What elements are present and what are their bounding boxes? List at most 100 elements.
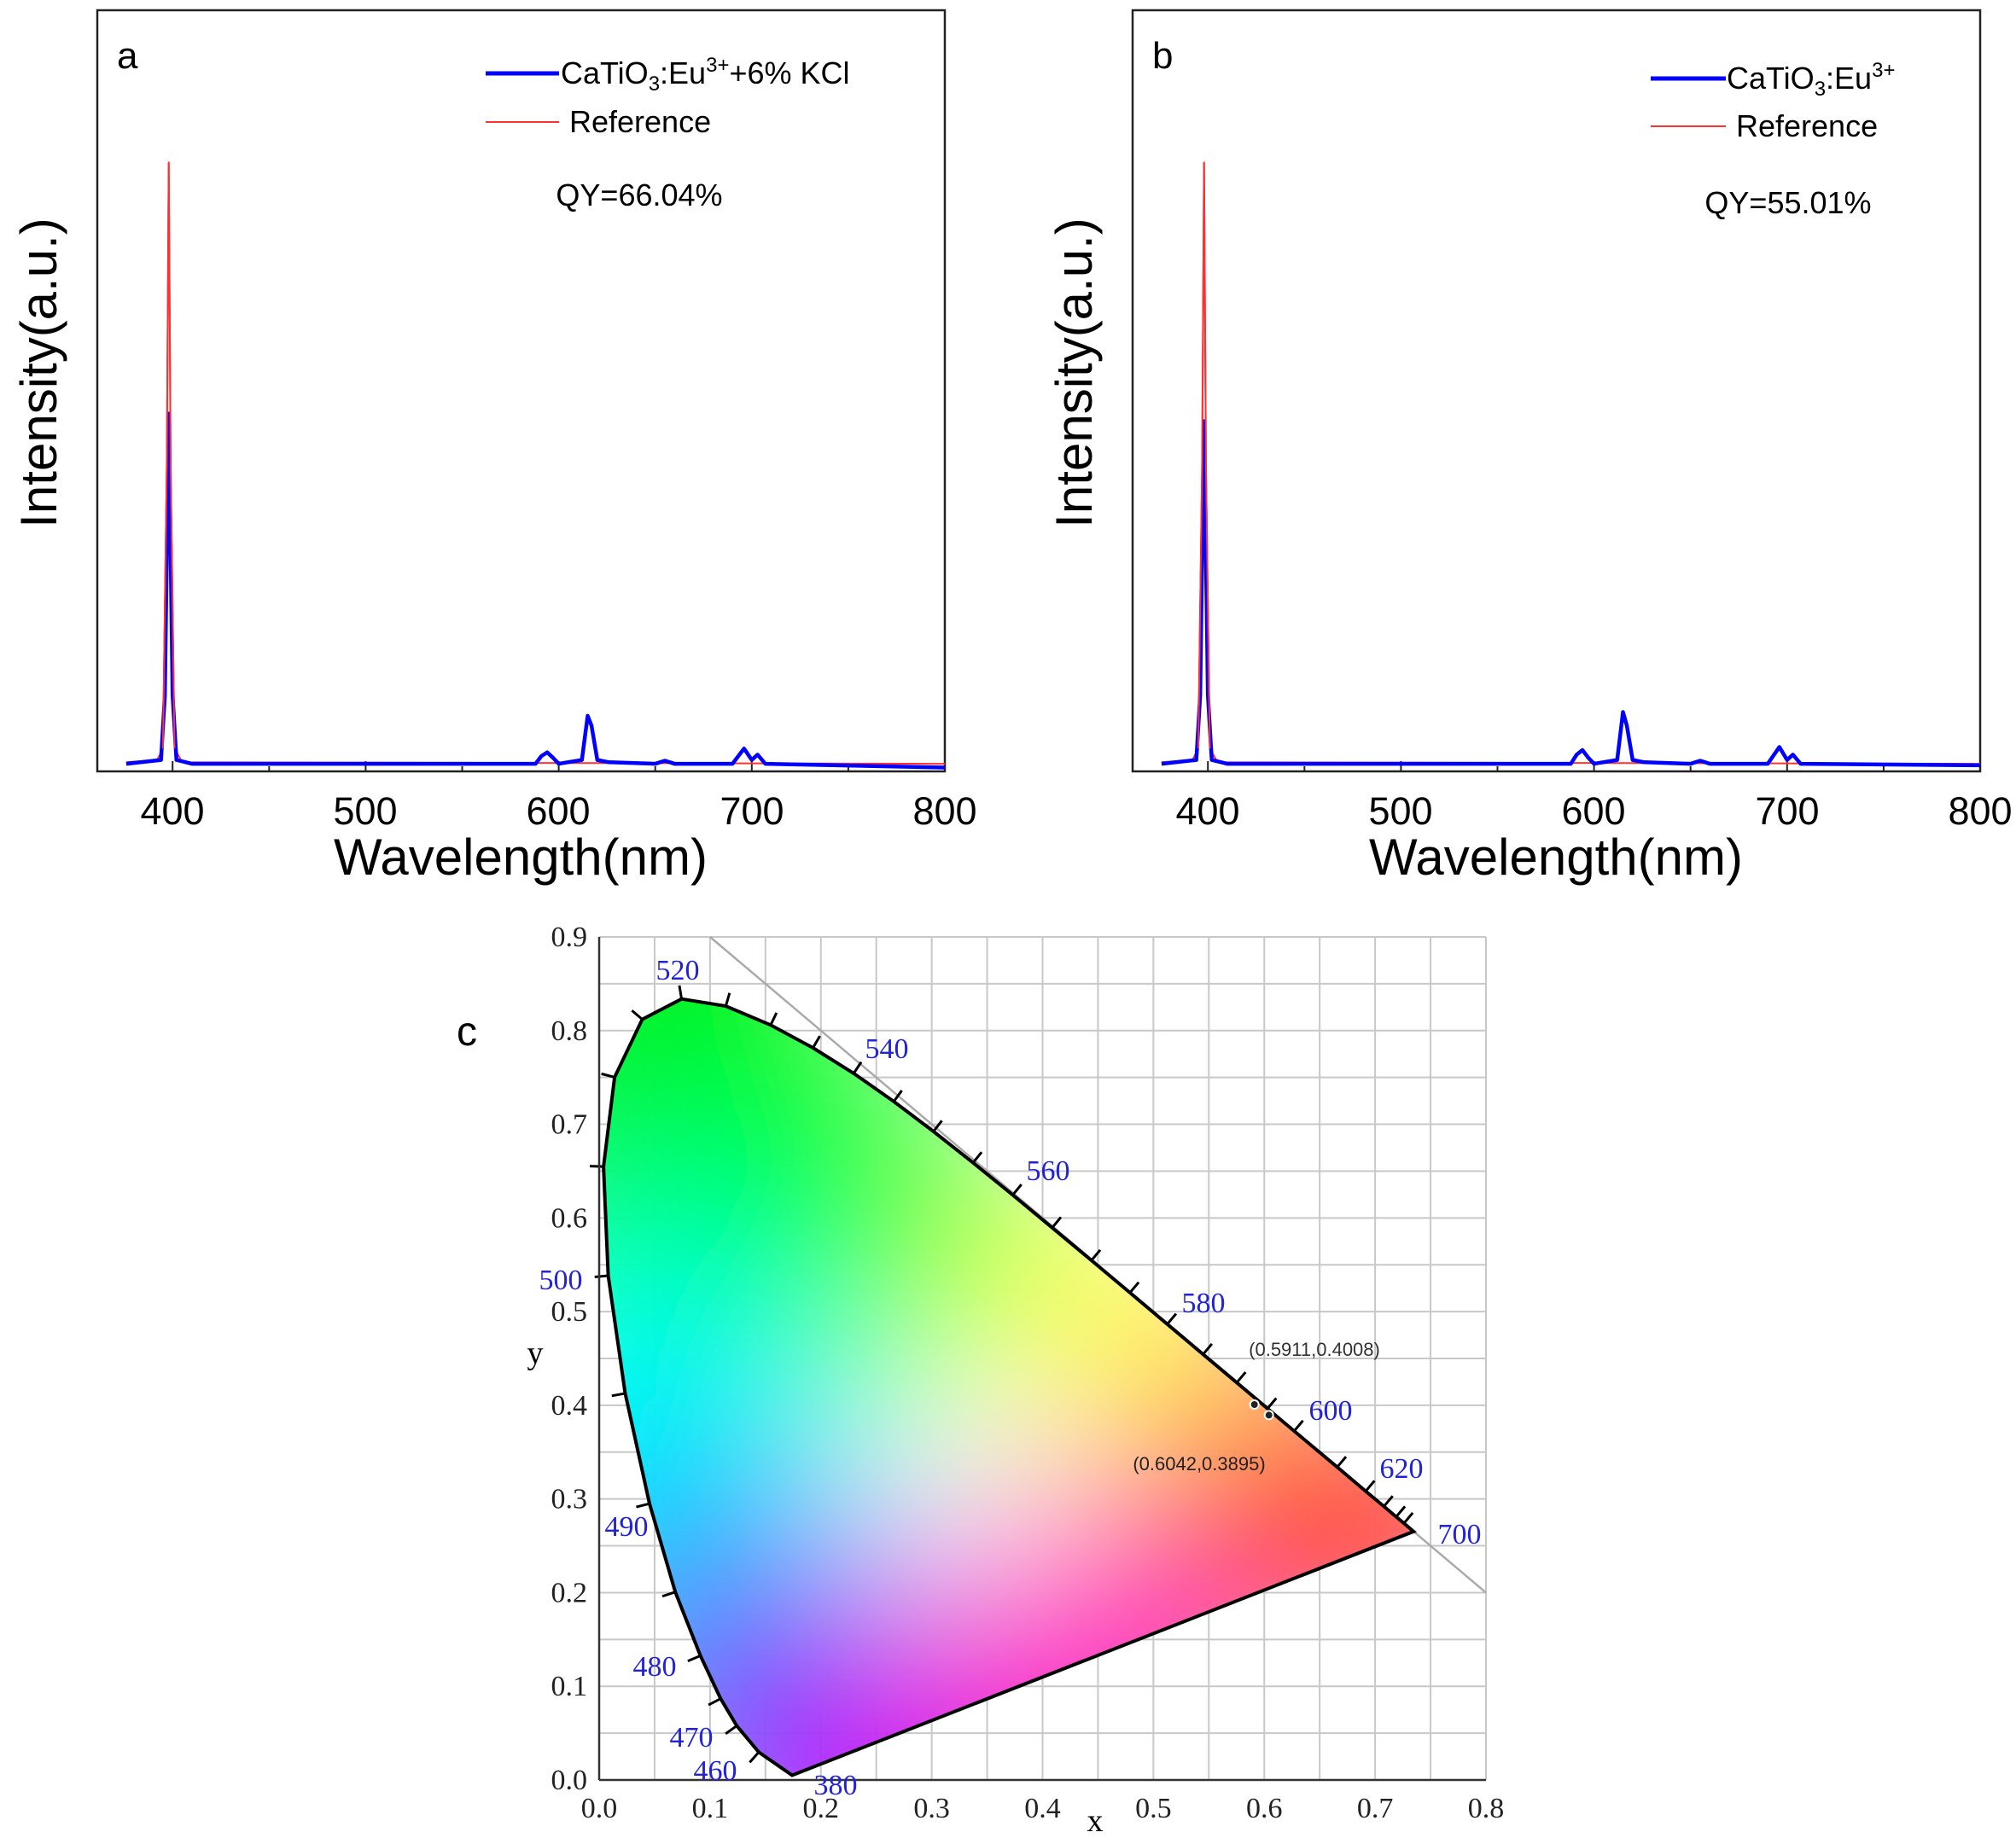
y-axis-title: y [527,1335,544,1371]
wavelength-label: 700 [1438,1519,1482,1550]
x-axis-title: Wavelength(nm) [334,829,708,886]
locus-tick [892,1090,903,1102]
spectral-locus [602,997,1418,1777]
locus-tick [724,992,731,1007]
wavelength-label: 540 [865,1033,909,1065]
wavelength-label: 520 [656,955,700,986]
panel-c-cie-diagram: 0.0 0.1 0.2 0.3 0.4 0.5 0.6 0.7 0.8 0.0 0.1 0.2 0.3 0… [457,922,1505,1838]
series-line-reference [1161,161,1981,765]
x-tick-label: 0.4 [1024,1793,1061,1824]
x-tick-labels: 400 500 600 700 800 [1175,789,2012,833]
locus-tick [687,1654,702,1662]
x-tick-label: 800 [912,789,976,833]
x-tick-label: 0.3 [913,1793,950,1824]
panel-label: b [1152,35,1173,77]
series-line-reference-peak [161,162,176,749]
locus-tick [1202,1342,1214,1356]
locus-tick [636,1502,650,1509]
y-tick-label: 0.7 [551,1109,588,1141]
panel-label: a [117,35,138,77]
series-line-reference-peak [1197,162,1211,749]
locus-tick [1402,1511,1414,1525]
panel-label: c [457,1009,477,1055]
legend-label-sample: CaTiO3:Eu3+ [1727,59,1895,101]
tick-labels: 0.0 0.1 0.2 0.3 0.4 0.5 0.6 0.7 0.8 0.0 0.1 0.2 0.3 0… [551,922,1505,1824]
series-line-reference [125,161,946,765]
locus-tick [1364,1480,1376,1492]
locus-tick [1128,1281,1140,1294]
locus-tick [1011,1184,1023,1196]
legend: CaTiO3:Eu3++6% KCl Reference [486,54,850,139]
wavelength-label: 380 [814,1770,858,1801]
panel-b: b 400 500 600 700 800 Wavelength(nm) Int… [1046,9,2013,886]
plot-frame [1131,9,1982,773]
qy-annotation: QY=66.04% [556,177,722,212]
y-axis-title: Intensity(a.u.) [1046,218,1103,528]
locus-ticks [590,985,1414,1764]
chromaticity-points [1249,1399,1274,1421]
x-tick-label: 0.2 [803,1793,840,1824]
plot-frame [96,9,947,773]
y-tick-label: 0.9 [551,922,588,953]
chromaticity-point [1263,1410,1274,1421]
wavelength-label: 620 [1380,1453,1424,1485]
legend-label-sample: CaTiO3:Eu3++6% KCl [561,54,850,96]
legend: CaTiO3:Eu3+ Reference [1651,59,1895,143]
wavelength-label: 600 [1309,1395,1353,1427]
y-tick-label: 0.2 [551,1577,588,1608]
locus-tick [852,1061,863,1074]
wavelength-label: 480 [633,1651,677,1683]
x-tick-label: 800 [1948,789,2012,833]
wavelength-labels: 520 540 560 580 600 620 700 500 490 480 … [539,955,1482,1801]
x-tick-label: 700 [720,789,784,833]
wavelength-label: 560 [1027,1155,1070,1187]
x-tick-label: 0.6 [1246,1793,1283,1824]
locus-tick [1166,1312,1178,1325]
locus-tick [1293,1419,1304,1433]
locus-tick [631,1009,644,1021]
series-lines [1161,161,1981,768]
locus-tick [678,985,683,999]
locus-tick [749,1751,760,1764]
y-tick-label: 0.1 [551,1671,588,1702]
x-tick-label: 400 [140,789,204,833]
y-tick-label: 0.8 [551,1015,588,1047]
legend-label-reference: Reference [1736,108,1878,143]
locus-tick [812,1035,821,1049]
point-label: (0.6042,0.3895) [1133,1453,1265,1474]
x-tick-label: 400 [1175,789,1239,833]
x-tick-label: 700 [1755,789,1819,833]
x-tick-label: 500 [1368,789,1432,833]
y-tick-label: 0.3 [551,1484,588,1515]
y-axis-title: Intensity(a.u.) [10,218,67,528]
series-line-sample [1161,419,1981,768]
panel-a: a 400 500 600 700 800 Wavelength(nm) Int… [10,9,977,886]
x-axis-title: x [1087,1803,1104,1838]
wavelength-label: 500 [539,1265,583,1296]
x-tick-label: 0.7 [1357,1793,1394,1824]
y-tick-label: 0.6 [551,1202,588,1234]
locus-tick [971,1151,983,1164]
series-line-sample [125,411,946,770]
locus-tick [590,1165,604,1168]
point-label: (0.5911,0.4008) [1249,1339,1380,1360]
locus-tick [708,1697,722,1707]
locus-tick [932,1120,943,1132]
x-tick-label: 0.8 [1468,1793,1505,1824]
locus-tick [1336,1456,1348,1469]
qy-annotation: QY=55.01% [1704,185,1871,220]
x-tick-label: 600 [526,789,590,833]
wavelength-label: 490 [605,1511,649,1543]
x-tick-label: 500 [333,789,397,833]
locus-tick [601,1072,615,1079]
locus-tick [1383,1495,1394,1508]
locus-tick [1090,1248,1102,1262]
series-lines [125,161,946,770]
x-tick-labels: 400 500 600 700 800 [140,789,976,833]
locus-tick [1395,1505,1407,1518]
chromaticity-point [1249,1399,1260,1410]
wavelength-label: 580 [1182,1288,1226,1319]
x-axis-title: Wavelength(nm) [1369,829,1743,886]
locus-tick [725,1725,738,1736]
